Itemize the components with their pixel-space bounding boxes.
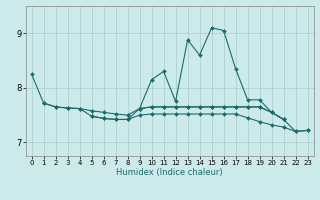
X-axis label: Humidex (Indice chaleur): Humidex (Indice chaleur) bbox=[116, 168, 223, 177]
